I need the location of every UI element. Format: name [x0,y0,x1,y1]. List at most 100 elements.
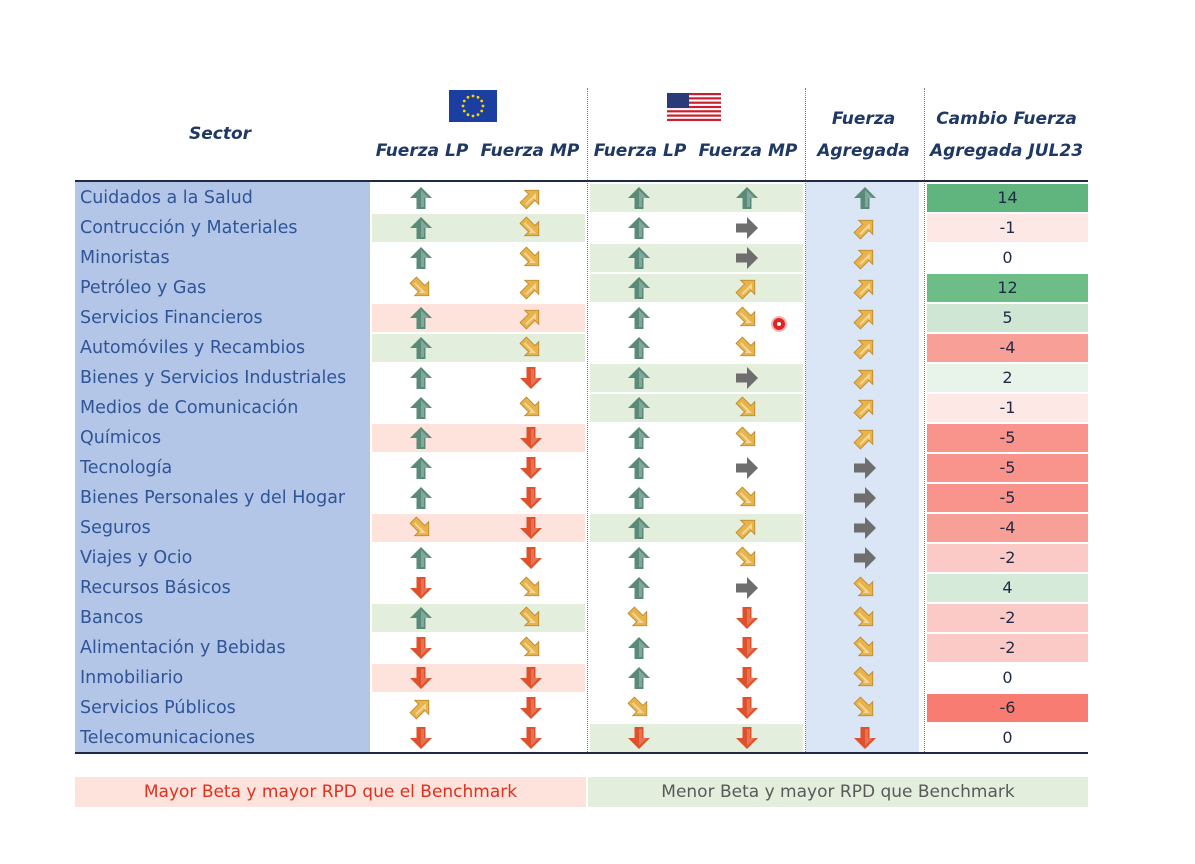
header-agg-line2: Agregada [817,141,910,161]
eu-flag [449,90,497,126]
arrow-diagonal-down-icon [518,335,544,361]
arrow-down-icon [518,725,544,751]
us-row-band [590,514,803,542]
arrow-down-icon [518,425,544,451]
header-us-fuerza-lp: Fuerza LP [593,141,687,161]
arrow-diagonal-down-icon [518,215,544,241]
arrow-diagonal-down-icon [852,605,878,631]
arrow-diagonal-down-icon [518,635,544,661]
arrow-up-icon [852,185,878,211]
us-row-band [590,274,803,302]
arrow-right-icon [852,515,878,541]
sector-label: Bienes y Servicios Industriales [80,368,347,388]
arrow-up-icon [626,455,652,481]
arrow-right-icon [734,215,760,241]
header-sector: Sector [188,124,252,144]
separator-us-agg [805,88,806,752]
sector-label: Automóviles y Recambios [80,338,306,358]
eu-row-band [372,424,585,452]
arrow-right-icon [852,485,878,511]
arrow-down-icon [408,575,434,601]
sector-label: Alimentación y Bebidas [80,638,286,658]
arrow-diagonal-down-icon [734,395,760,421]
arrow-down-icon [518,515,544,541]
eu-row-band [372,334,585,362]
arrow-down-icon [518,665,544,691]
sector-label: Bancos [80,608,144,628]
arrow-diagonal-up-icon [518,305,544,331]
header-eu-fuerza-mp: Fuerza MP [480,141,580,161]
sector-label: Inmobiliario [80,668,184,688]
us-row-band [590,184,803,212]
change-value: -2 [927,604,1088,632]
sector-column-band [75,182,370,752]
change-value: 12 [927,274,1088,302]
change-value: 2 [927,364,1088,392]
separator-eu-us [587,88,588,752]
arrow-up-icon [408,245,434,271]
arrow-diagonal-down-icon [518,605,544,631]
arrow-diagonal-down-icon [734,485,760,511]
sector-label: Medios de Comunicación [80,398,299,418]
arrow-up-icon [408,605,434,631]
arrow-down-icon [408,665,434,691]
change-value: -5 [927,484,1088,512]
arrow-down-icon [408,725,434,751]
arrow-up-icon [626,425,652,451]
arrow-up-icon [626,395,652,421]
header-us-fuerza-mp: Fuerza MP [698,141,798,161]
arrow-up-icon [408,335,434,361]
arrow-up-icon [626,305,652,331]
separator-agg-change [924,88,925,752]
change-value: -2 [927,634,1088,662]
arrow-down-icon [518,485,544,511]
arrow-diagonal-up-icon [852,245,878,271]
arrow-diagonal-down-icon [734,425,760,451]
arrow-up-icon [626,545,652,571]
eu-row-band [372,664,585,692]
eu-row-band [372,604,585,632]
change-value: 0 [927,724,1088,752]
arrow-up-icon [408,545,434,571]
change-value: 14 [927,184,1088,212]
arrow-down-icon [408,635,434,661]
arrow-diagonal-down-icon [518,395,544,421]
eu-row-band [372,304,585,332]
table-top-rule [75,180,1088,182]
arrow-up-icon [408,305,434,331]
arrow-up-icon [408,185,434,211]
arrow-diagonal-down-icon [734,305,760,331]
arrow-up-icon [626,635,652,661]
arrow-diagonal-down-icon [518,245,544,271]
change-value: -5 [927,454,1088,482]
sector-label: Telecomunicaciones [80,728,256,748]
us-row-band [590,244,803,272]
arrow-diagonal-up-icon [852,365,878,391]
arrow-up-icon [626,515,652,541]
arrow-diagonal-down-icon [626,605,652,631]
us-row-band [590,724,803,752]
arrow-diagonal-down-icon [734,335,760,361]
arrow-up-icon [734,185,760,211]
us-row-band [590,394,803,422]
change-value: -5 [927,424,1088,452]
arrow-diagonal-down-icon [852,665,878,691]
table-bottom-rule [75,752,1088,754]
sector-label: Cuidados a la Salud [80,188,253,208]
change-value: -2 [927,544,1088,572]
arrow-up-icon [626,215,652,241]
arrow-down-icon [518,695,544,721]
sector-label: Recursos Básicos [80,578,231,598]
arrow-down-icon [518,455,544,481]
arrow-up-icon [626,665,652,691]
arrow-up-icon [626,335,652,361]
header-change-line1: Cambio Fuerza [936,109,1077,129]
sector-label: Seguros [80,518,151,538]
arrow-right-icon [734,455,760,481]
sector-label: Tecnología [80,458,173,478]
arrow-diagonal-down-icon [852,695,878,721]
arrow-right-icon [734,245,760,271]
arrow-down-icon [734,665,760,691]
arrow-down-icon [734,635,760,661]
arrow-diagonal-down-icon [408,275,434,301]
